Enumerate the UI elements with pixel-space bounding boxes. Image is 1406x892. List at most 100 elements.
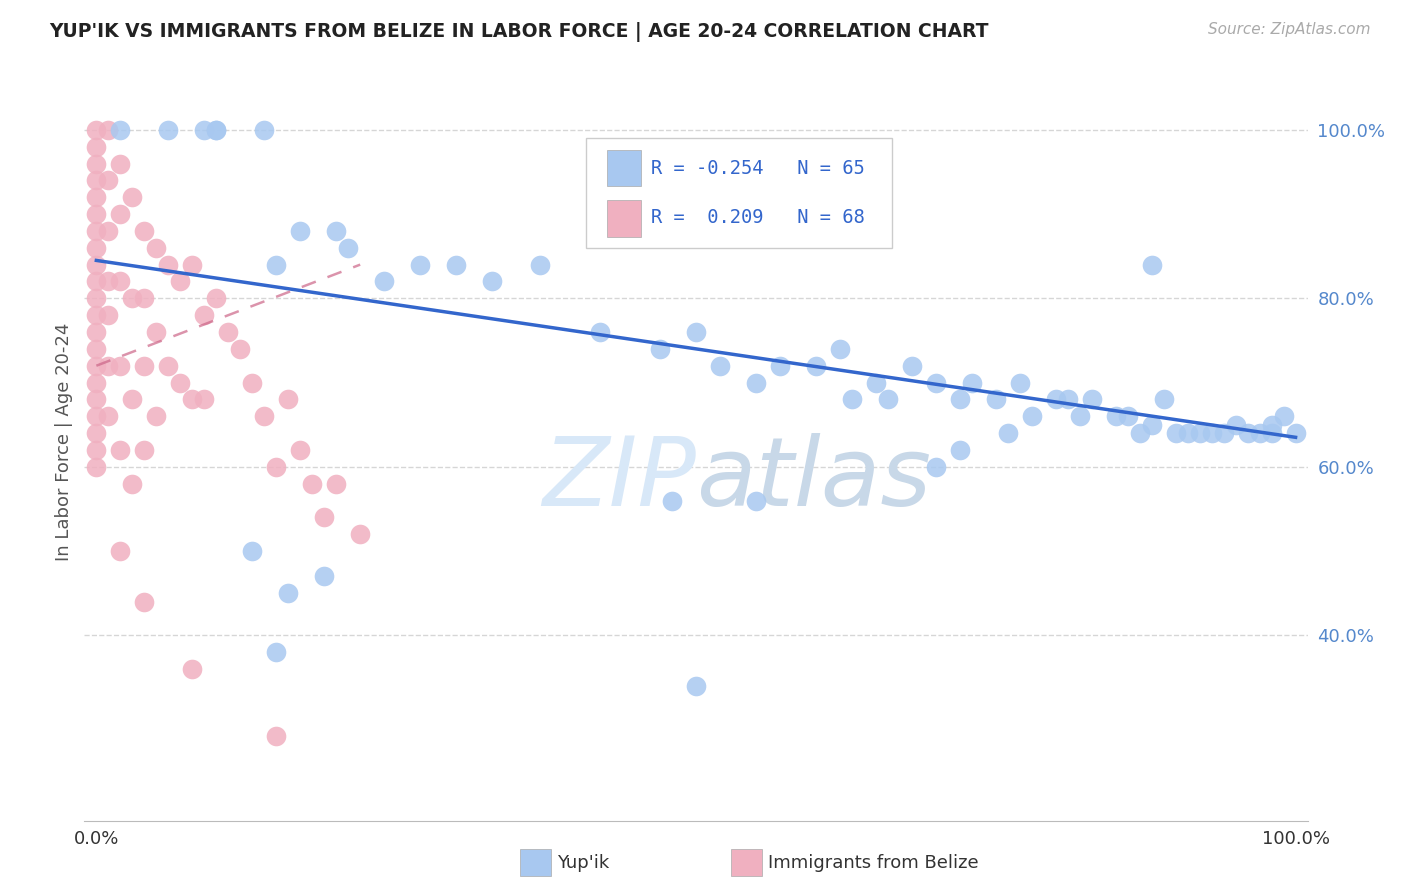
Point bbox=[1236, 426, 1258, 441]
Point bbox=[110, 359, 132, 373]
Point bbox=[949, 442, 972, 457]
Point bbox=[86, 123, 108, 137]
Point bbox=[1153, 392, 1175, 407]
Point bbox=[181, 392, 204, 407]
Point bbox=[264, 459, 287, 474]
Point bbox=[86, 258, 108, 272]
Point bbox=[264, 730, 287, 744]
Point bbox=[86, 342, 108, 356]
Bar bbox=[606, 201, 641, 236]
Point bbox=[121, 190, 143, 204]
Point bbox=[1260, 417, 1282, 432]
Point bbox=[1225, 417, 1247, 432]
Point bbox=[444, 258, 467, 272]
Point bbox=[205, 123, 228, 137]
Point bbox=[1080, 392, 1102, 407]
Point bbox=[134, 594, 156, 608]
Point bbox=[949, 392, 972, 407]
Point bbox=[86, 241, 108, 255]
Point bbox=[157, 123, 180, 137]
Point bbox=[97, 409, 120, 424]
Point bbox=[925, 376, 948, 390]
Point bbox=[86, 291, 108, 305]
Point bbox=[325, 224, 347, 238]
Point bbox=[745, 493, 768, 508]
Point bbox=[193, 308, 215, 322]
Point bbox=[1177, 426, 1199, 441]
Point bbox=[409, 258, 432, 272]
Point bbox=[134, 359, 156, 373]
Point bbox=[217, 325, 239, 339]
Point bbox=[145, 325, 167, 339]
Point bbox=[290, 224, 312, 238]
Point bbox=[169, 275, 191, 289]
Point bbox=[97, 308, 120, 322]
Point bbox=[314, 510, 336, 524]
Point bbox=[1008, 376, 1031, 390]
Point bbox=[97, 173, 120, 187]
Text: Source: ZipAtlas.com: Source: ZipAtlas.com bbox=[1208, 22, 1371, 37]
Point bbox=[828, 342, 851, 356]
Point bbox=[960, 376, 983, 390]
Point bbox=[1116, 409, 1139, 424]
Point bbox=[1129, 426, 1152, 441]
Point bbox=[1260, 426, 1282, 441]
Text: ZIP: ZIP bbox=[543, 433, 696, 526]
Point bbox=[481, 275, 503, 289]
Point bbox=[253, 409, 276, 424]
Point bbox=[1056, 392, 1078, 407]
Text: R =  0.209   N = 68: R = 0.209 N = 68 bbox=[651, 209, 865, 227]
Point bbox=[97, 123, 120, 137]
Point bbox=[1105, 409, 1128, 424]
Text: YUP'IK VS IMMIGRANTS FROM BELIZE IN LABOR FORCE | AGE 20-24 CORRELATION CHART: YUP'IK VS IMMIGRANTS FROM BELIZE IN LABO… bbox=[49, 22, 988, 42]
Point bbox=[110, 442, 132, 457]
Point bbox=[685, 679, 707, 693]
Point bbox=[97, 275, 120, 289]
Point bbox=[205, 291, 228, 305]
Point bbox=[901, 359, 924, 373]
Point bbox=[1201, 426, 1223, 441]
Point bbox=[1212, 426, 1234, 441]
Point bbox=[301, 476, 323, 491]
Point bbox=[86, 459, 108, 474]
Point bbox=[373, 275, 395, 289]
Point bbox=[685, 325, 707, 339]
Point bbox=[648, 342, 671, 356]
Point bbox=[1188, 426, 1211, 441]
Point bbox=[325, 476, 347, 491]
Point bbox=[1140, 258, 1163, 272]
Point bbox=[709, 359, 731, 373]
Point bbox=[157, 359, 180, 373]
Point bbox=[86, 409, 108, 424]
Y-axis label: In Labor Force | Age 20-24: In Labor Force | Age 20-24 bbox=[55, 322, 73, 561]
Point bbox=[110, 275, 132, 289]
Point bbox=[769, 359, 792, 373]
Point bbox=[349, 527, 371, 541]
Point bbox=[121, 476, 143, 491]
Point bbox=[841, 392, 863, 407]
Point bbox=[1164, 426, 1187, 441]
Point bbox=[86, 139, 108, 153]
Point bbox=[1249, 426, 1271, 441]
Point bbox=[97, 224, 120, 238]
Point bbox=[193, 123, 215, 137]
Point bbox=[86, 156, 108, 170]
Text: Immigrants from Belize: Immigrants from Belize bbox=[768, 854, 979, 871]
Point bbox=[145, 241, 167, 255]
Point bbox=[314, 569, 336, 583]
Point bbox=[110, 207, 132, 221]
FancyBboxPatch shape bbox=[586, 138, 891, 248]
Text: atlas: atlas bbox=[696, 433, 931, 526]
Point bbox=[97, 359, 120, 373]
Point bbox=[264, 258, 287, 272]
Point bbox=[121, 392, 143, 407]
Point bbox=[997, 426, 1019, 441]
Point bbox=[86, 442, 108, 457]
Point bbox=[86, 376, 108, 390]
Point bbox=[290, 442, 312, 457]
Point bbox=[86, 426, 108, 441]
Bar bbox=[606, 150, 641, 186]
Point bbox=[1284, 426, 1306, 441]
Point bbox=[529, 258, 551, 272]
Text: Yup'ik: Yup'ik bbox=[557, 854, 609, 871]
